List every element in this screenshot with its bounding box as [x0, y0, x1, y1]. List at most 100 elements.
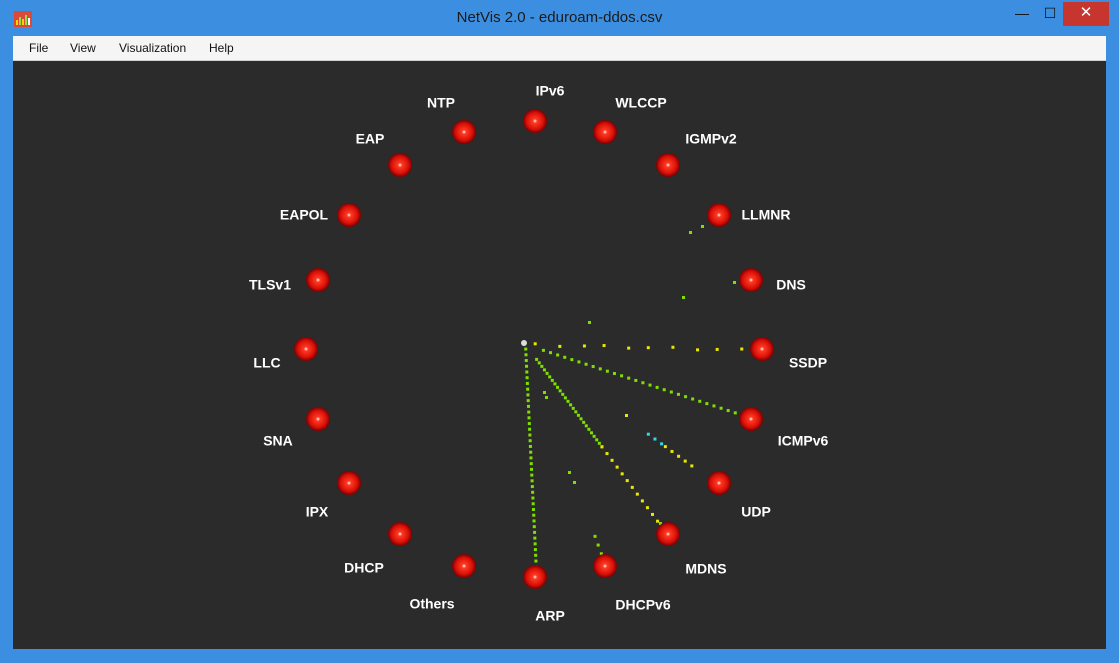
packet-dot — [525, 370, 529, 374]
node-circle[interactable] — [707, 471, 731, 495]
protocol-node-eapol[interactable]: EAPOL — [280, 203, 361, 227]
packet-dot — [682, 296, 685, 299]
protocol-node-eap[interactable]: EAP — [356, 131, 412, 177]
protocol-node-llmnr[interactable]: LLMNR — [707, 203, 791, 227]
packet-dot — [524, 359, 528, 363]
packet-dot — [582, 344, 586, 348]
maximize-button[interactable]: ☐ — [1043, 5, 1057, 21]
packet-dot — [592, 434, 596, 438]
node-circle[interactable] — [750, 337, 774, 361]
packet-dot — [591, 365, 595, 369]
node-circle[interactable] — [656, 153, 680, 177]
visualization-canvas[interactable]: IPv6 WLCCP IGMPv2 LLMNR DNS SSDP ICMPv6 UDP MDNS… — [13, 61, 1106, 649]
protocol-node-ipx[interactable]: IPX — [306, 471, 361, 520]
packet-dot — [733, 411, 737, 415]
node-label-dns: DNS — [776, 277, 806, 293]
protocol-nodes: IPv6 WLCCP IGMPv2 LLMNR DNS SSDP ICMPv6 UDP MDNS… — [249, 83, 829, 624]
protocol-node-ssdp[interactable]: SSDP — [750, 337, 827, 371]
node-circle[interactable] — [707, 203, 731, 227]
packet-dot — [526, 387, 530, 391]
packet-dot — [529, 450, 533, 454]
protocol-node-dhcp[interactable]: DHCP — [344, 522, 412, 576]
protocol-node-arp[interactable]: ARP — [523, 565, 565, 624]
node-circle[interactable] — [388, 153, 412, 177]
node-circle[interactable] — [337, 471, 361, 495]
protocol-node-wlccp[interactable]: WLCCP — [593, 95, 667, 144]
protocol-node-llc[interactable]: LLC — [253, 337, 318, 371]
packet-dot — [545, 396, 548, 399]
packet-dot — [602, 344, 606, 348]
minimize-button[interactable]: — — [1015, 5, 1029, 21]
node-circle[interactable] — [593, 554, 617, 578]
packet-dot — [532, 525, 536, 529]
node-circle[interactable] — [452, 120, 476, 144]
node-label-tlsv1: TLSv1 — [249, 277, 291, 293]
packet-dot — [574, 410, 578, 414]
packet-dot — [530, 473, 534, 477]
node-label-mdns: MDNS — [685, 561, 726, 577]
protocol-node-igmpv2[interactable]: IGMPv2 — [656, 131, 737, 177]
protocol-node-ipv6[interactable]: IPv6 — [523, 83, 565, 133]
protocol-node-mdns[interactable]: MDNS — [656, 522, 727, 577]
packet-dot — [582, 420, 586, 424]
packet-dot — [627, 376, 631, 380]
packet-dot — [525, 376, 529, 380]
protocol-node-dns[interactable]: DNS — [739, 268, 806, 293]
protocol-node-tlsv1[interactable]: TLSv1 — [249, 268, 330, 293]
packet-dot — [653, 437, 657, 441]
packet-dot — [525, 381, 529, 385]
packet-dot — [625, 414, 628, 417]
packet-dot — [531, 502, 535, 506]
menu-view[interactable]: View — [70, 41, 96, 55]
packet-dot — [553, 382, 557, 386]
node-circle[interactable] — [452, 554, 476, 578]
packet-dot — [528, 433, 532, 437]
packet-dot — [676, 392, 680, 396]
node-label-others: Others — [409, 596, 454, 612]
packet-dot — [556, 385, 560, 389]
packet-dot — [569, 403, 573, 407]
protocol-node-others[interactable]: Others — [409, 554, 476, 612]
packet-dot — [545, 371, 549, 375]
protocol-node-sna[interactable]: SNA — [263, 407, 330, 449]
packet-dot — [620, 374, 624, 378]
title-bar[interactable]: NetVis 2.0 - eduroam-ddos.csv — ☐ ✕ — [0, 0, 1119, 36]
protocol-node-icmpv6[interactable]: ICMPv6 — [739, 407, 828, 449]
node-circle[interactable] — [593, 120, 617, 144]
protocol-graph[interactable]: IPv6 WLCCP IGMPv2 LLMNR DNS SSDP ICMPv6 UDP MDNS… — [13, 61, 1106, 649]
packet-dot — [527, 422, 531, 426]
packet-dot — [561, 392, 565, 396]
node-circle[interactable] — [523, 109, 547, 133]
node-circle[interactable] — [523, 565, 547, 589]
packet-dot — [641, 381, 645, 385]
packet-dot — [701, 225, 704, 228]
node-circle[interactable] — [656, 522, 680, 546]
packet-dot — [600, 445, 604, 449]
packet-dot — [563, 396, 567, 400]
node-circle[interactable] — [306, 268, 330, 292]
node-circle[interactable] — [388, 522, 412, 546]
close-button[interactable]: ✕ — [1063, 2, 1109, 26]
packet-dot — [570, 358, 574, 362]
packet-dot — [656, 519, 660, 523]
node-circle[interactable] — [306, 407, 330, 431]
node-circle[interactable] — [739, 268, 763, 292]
packet-dot — [691, 397, 695, 401]
node-circle[interactable] — [294, 337, 318, 361]
protocol-node-ntp[interactable]: NTP — [427, 95, 476, 144]
packet-dot — [533, 530, 537, 534]
node-circle[interactable] — [739, 407, 763, 431]
packet-dot — [525, 364, 529, 368]
protocol-node-dhcpv6[interactable]: DHCPv6 — [593, 554, 671, 613]
packet-dot — [712, 404, 716, 408]
menu-visualization[interactable]: Visualization — [119, 41, 187, 55]
packet-dot — [648, 383, 652, 387]
node-label-llmnr: LLMNR — [742, 207, 791, 223]
packet-dot — [531, 496, 535, 500]
packet-dot — [571, 406, 575, 410]
node-circle[interactable] — [337, 203, 361, 227]
menu-help[interactable]: Help — [209, 41, 234, 55]
menu-file[interactable]: File — [29, 41, 49, 55]
window-title: NetVis 2.0 - eduroam-ddos.csv — [456, 9, 663, 26]
protocol-node-udp[interactable]: UDP — [707, 471, 771, 520]
